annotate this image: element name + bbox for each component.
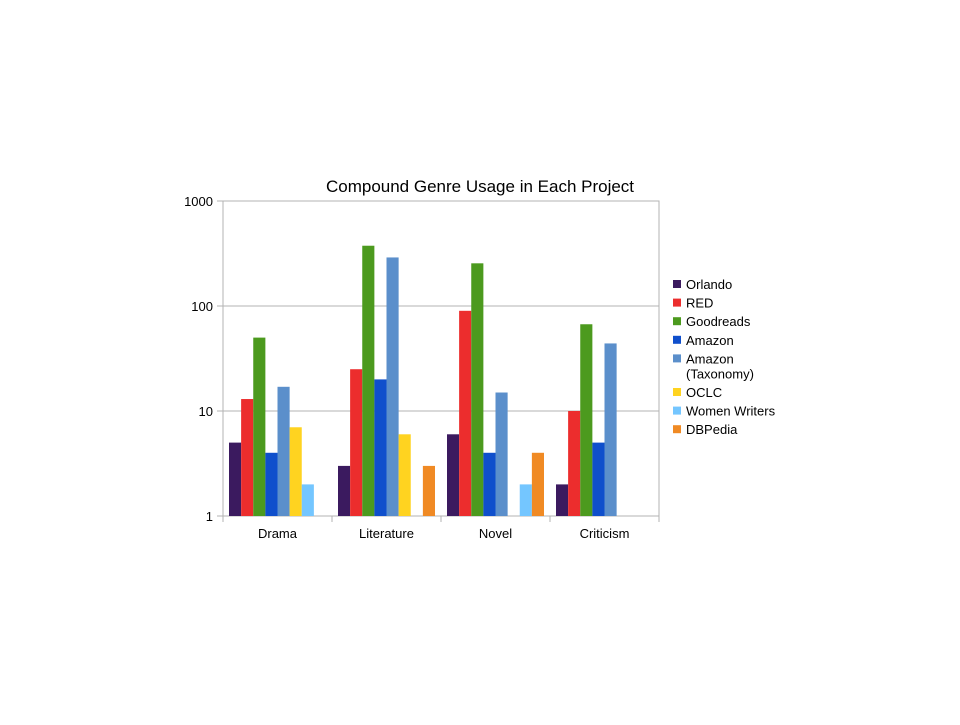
legend-label: Amazon	[686, 333, 734, 348]
y-tick-label: 1000	[184, 194, 213, 209]
bar-goodreads-criticism	[580, 324, 593, 516]
bar-amazon-taxonomy-novel	[495, 392, 508, 516]
legend-item: Amazon (Taxonomy)	[673, 351, 754, 381]
bar-red-novel	[459, 310, 472, 516]
legend-label: OCLC	[686, 385, 722, 400]
legend-swatch	[673, 298, 681, 307]
x-tick-label: Literature	[359, 526, 414, 541]
legend-item: RED	[673, 296, 713, 311]
legend-swatch	[673, 317, 681, 326]
bar-red-literature	[350, 369, 363, 516]
chart-title: Compound Genre Usage in Each Project	[326, 177, 634, 196]
bar-amazon-taxonomy-literature	[386, 257, 399, 516]
legend-label: Amazon (Taxonomy)	[686, 351, 754, 381]
legend-swatch	[673, 280, 681, 288]
bar-amazon-literature	[374, 379, 387, 516]
bar-dbpedia-novel	[531, 452, 544, 516]
bar-women-writers-novel	[519, 484, 532, 516]
legend-label: RED	[686, 296, 713, 311]
bars	[229, 245, 617, 516]
bar-women-writers-drama	[301, 484, 314, 516]
legend-swatch	[673, 388, 681, 396]
x-tick-label: Novel	[479, 526, 512, 541]
legend-item: Goodreads	[673, 314, 751, 329]
bar-orlando-literature	[338, 465, 351, 516]
legend-item: OCLC	[673, 385, 722, 400]
bar-goodreads-literature	[362, 245, 375, 516]
legend-label: Women Writers	[686, 404, 776, 419]
y-tick-label: 1	[206, 509, 213, 524]
bar-goodreads-novel	[471, 263, 484, 516]
x-tick-label: Drama	[258, 526, 298, 541]
y-tick-label: 10	[199, 404, 213, 419]
legend-item: Amazon	[673, 333, 734, 348]
legend-label: Goodreads	[686, 314, 751, 329]
legend-swatch	[673, 425, 681, 434]
bar-red-criticism	[568, 411, 581, 516]
bar-amazon-drama	[265, 452, 278, 516]
bar-amazon-criticism	[592, 442, 605, 516]
axes: 1 10 100 1000 Drama Literature Novel Criticism	[184, 194, 660, 541]
legend: Orlando RED Goodreads Amazon Amazon (Taxonomy…	[673, 277, 776, 437]
legend-swatch	[673, 335, 681, 344]
y-tick-label: 100	[191, 299, 213, 314]
legend-item: Women Writers	[673, 404, 776, 419]
legend-item: Orlando	[673, 277, 732, 292]
bar-dbpedia-literature	[422, 465, 435, 516]
bar-goodreads-drama	[253, 337, 266, 516]
bar-amazon-taxonomy-drama	[277, 386, 290, 516]
bar-orlando-novel	[447, 434, 460, 516]
legend-swatch	[673, 354, 681, 363]
bar-amazon-taxonomy-criticism	[604, 343, 617, 516]
bar-amazon-novel	[483, 452, 496, 516]
bar-orlando-criticism	[556, 484, 569, 516]
bar-orlando-drama	[229, 442, 242, 516]
bar-oclc-literature	[398, 434, 411, 516]
legend-label: DBPedia	[686, 422, 738, 437]
legend-label: Orlando	[686, 277, 732, 292]
bar-oclc-drama	[289, 427, 302, 516]
legend-swatch	[673, 406, 681, 415]
x-tick-label: Criticism	[580, 526, 630, 541]
legend-item: DBPedia	[673, 422, 738, 437]
bar-red-drama	[241, 399, 254, 516]
